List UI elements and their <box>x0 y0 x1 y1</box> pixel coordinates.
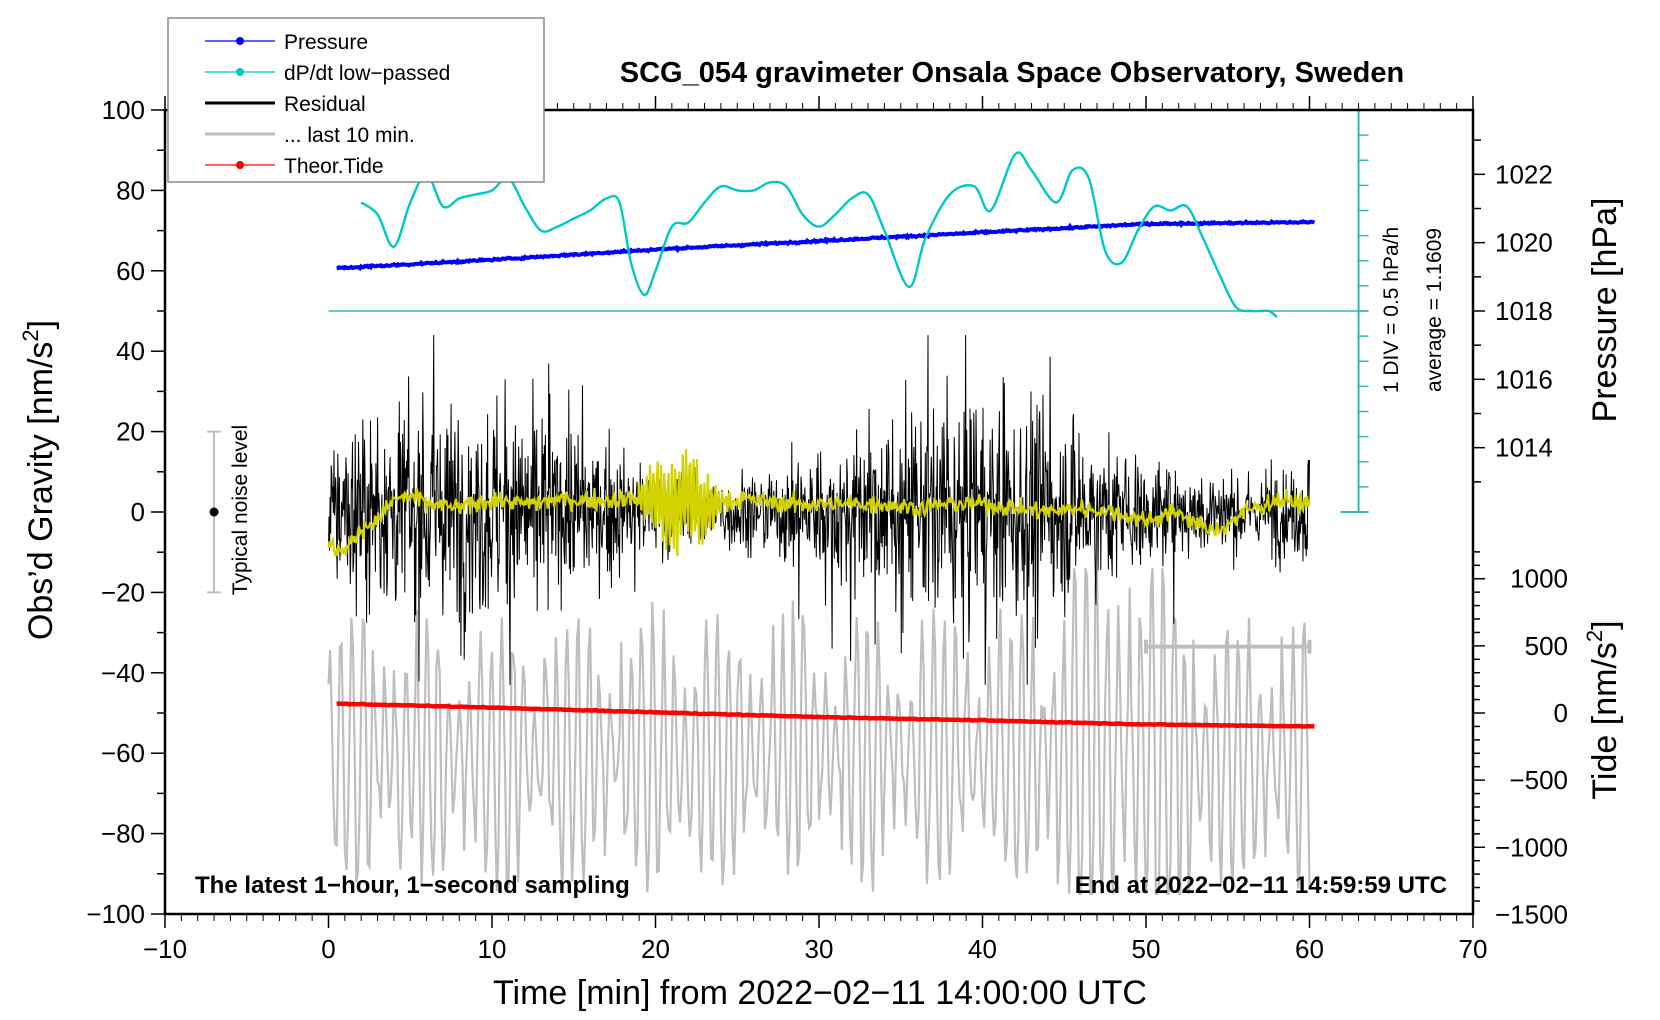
y-axis-left-title: Obs’d Gravity [nm/s2] <box>18 320 60 640</box>
noise-bar-point <box>209 507 219 517</box>
pressure-tick-label: 1018 <box>1495 296 1553 326</box>
legend-label-1: dP/dt low−passed <box>284 62 450 85</box>
pressure-tick-label: 1014 <box>1495 433 1553 463</box>
y-left-tick-label: 80 <box>116 175 145 205</box>
x-tick-label: 10 <box>478 934 507 964</box>
x-tick-label: 40 <box>968 934 997 964</box>
y-left-tick-label: −60 <box>101 738 145 768</box>
series-pressure <box>336 218 1316 272</box>
series-residual-smoothed <box>327 448 1311 558</box>
series-last-10-min <box>327 568 1311 895</box>
y-left-tick-label: 60 <box>116 256 145 286</box>
tide-tick-label: 0 <box>1554 698 1568 728</box>
pressure-tick-label: 1020 <box>1495 228 1553 258</box>
legend-label-3: ... last 10 min. <box>284 124 415 147</box>
y-axis-pressure-title: Pressure [hPa] <box>1586 198 1624 423</box>
bottom-left-annotation: The latest 1−hour, 1−second sampling <box>195 872 630 899</box>
y-left-tick-label: −100 <box>86 899 145 929</box>
series-residual <box>328 335 1310 685</box>
y-left-tick-label: 0 <box>131 497 145 527</box>
y-axis-tide-title: Tide [nm/s2] <box>1582 620 1624 799</box>
legend-marker-0 <box>236 37 244 45</box>
y-left-tick-label: 40 <box>116 336 145 366</box>
y-axis-left-title-sup: 2 <box>18 329 43 341</box>
tide-tick-label: −1000 <box>1495 832 1568 862</box>
y-left-tick-label: −20 <box>101 577 145 607</box>
noise-level-label: Typical noise level <box>229 425 252 595</box>
legend-label-4: Theor.Tide <box>284 155 384 178</box>
series-theor-tide <box>336 701 1315 729</box>
dpdt-average-annotation: average = 1.1609 <box>1423 228 1446 392</box>
legend-marker-1 <box>236 68 244 76</box>
x-tick-label: 60 <box>1295 934 1324 964</box>
bottom-right-annotation: End at 2022−02−11 14:59:59 UTC <box>1075 872 1447 899</box>
tide-tick-label: −500 <box>1509 765 1568 795</box>
y-left-tick-label: 20 <box>116 417 145 447</box>
legend-label-0: Pressure <box>284 31 368 54</box>
tide-tick-label: 500 <box>1525 631 1568 661</box>
dpdt-scale-annotation: 1 DIV = 0.5 hPa/h <box>1380 227 1403 393</box>
y-left-tick-label: −40 <box>101 658 145 688</box>
pressure-tick-label: 1022 <box>1495 159 1553 189</box>
y-left-tick-label: 100 <box>102 95 145 125</box>
chart-title: SCG_054 gravimeter Onsala Space Observat… <box>620 57 1404 89</box>
legend-label-2: Residual <box>284 93 366 116</box>
tide-tick-label: −1500 <box>1495 899 1568 929</box>
tide-tick-label: 1000 <box>1510 564 1568 594</box>
legend: Pressure dP/dt low−passed Residual ... last… <box>167 17 545 183</box>
y-axis-tide-title-sup: 2 <box>1582 630 1607 642</box>
plot-area: −10 0 10 20 30 40 50 60 70100806040200−20−40−60−… <box>86 95 1568 964</box>
y-axis-left-title-main: Obs’d Gravity [nm/s <box>22 342 60 641</box>
x-tick-label: 50 <box>1132 934 1161 964</box>
y-axis-tide-title-close: ] <box>1586 620 1624 629</box>
y-axis-left-title-close: ] <box>22 320 60 329</box>
x-tick-label: 0 <box>321 934 335 964</box>
y-left-tick-label: −80 <box>101 819 145 849</box>
x-axis-title: Time [min] from 2022−02−11 14:00:00 UTC <box>493 974 1147 1012</box>
x-tick-label: 70 <box>1459 934 1488 964</box>
x-tick-label: 30 <box>805 934 834 964</box>
x-tick-label: −10 <box>143 934 187 964</box>
y-axis-tide-title-main: Tide [nm/s <box>1586 642 1624 799</box>
legend-box <box>167 17 545 183</box>
pressure-tick-label: 1016 <box>1495 364 1553 394</box>
legend-marker-4 <box>236 161 244 169</box>
x-tick-label: 20 <box>641 934 670 964</box>
